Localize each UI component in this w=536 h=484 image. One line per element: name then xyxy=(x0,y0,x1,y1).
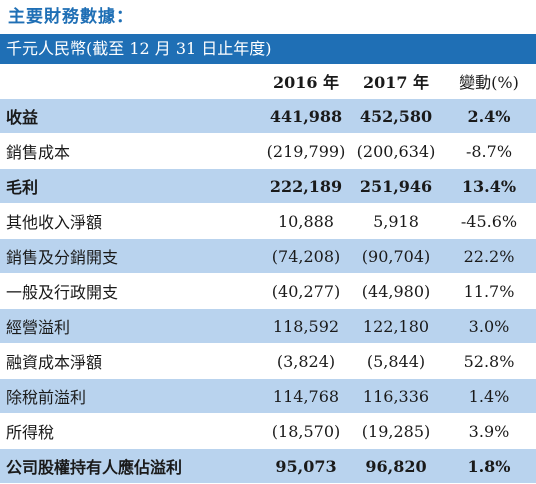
value-change: 1.8% xyxy=(442,449,536,484)
row-label: 經營溢利 xyxy=(0,309,262,344)
row-label: 銷售及分銷開支 xyxy=(0,239,262,274)
value-2016: 95,073 xyxy=(262,449,350,484)
header-2016: 2016 年 xyxy=(262,64,350,99)
value-2017: 452,580 xyxy=(350,99,442,134)
value-2017: (19,285) xyxy=(350,414,442,449)
table-row: 銷售成本 (219,799) (200,634) -8.7% xyxy=(0,134,536,169)
table-row: 經營溢利 118,592 122,180 3.0% xyxy=(0,309,536,344)
table-body: 收益 441,988 452,580 2.4% 銷售成本 (219,799) (200,63… xyxy=(0,99,536,484)
value-2017: (44,980) xyxy=(350,274,442,309)
table-row: 收益 441,988 452,580 2.4% xyxy=(0,99,536,134)
value-2016: 114,768 xyxy=(262,379,350,414)
value-2017: (90,704) xyxy=(350,239,442,274)
row-label: 融資成本淨額 xyxy=(0,344,262,379)
header-2017: 2017 年 xyxy=(350,64,442,99)
page-title: 主要財務數據： xyxy=(8,7,134,27)
table-row: 其他收入淨額 10,888 5,918 -45.6% xyxy=(0,204,536,239)
row-label: 所得稅 xyxy=(0,414,262,449)
value-2017: (5,844) xyxy=(350,344,442,379)
value-change: 3.9% xyxy=(442,414,536,449)
table-row: 毛利 222,189 251,946 13.4% xyxy=(0,169,536,204)
row-label: 銷售成本 xyxy=(0,134,262,169)
row-label: 一般及行政開支 xyxy=(0,274,262,309)
row-label: 其他收入淨額 xyxy=(0,204,262,239)
value-2016: (40,277) xyxy=(262,274,350,309)
financial-table: 2016 年 2017 年 變動(%) 收益 441,988 452,580 2.4%… xyxy=(0,64,536,484)
table-header-row: 2016 年 2017 年 變動(%) xyxy=(0,64,536,99)
value-change: 11.7% xyxy=(442,274,536,309)
value-2016: (74,208) xyxy=(262,239,350,274)
value-2017: 96,820 xyxy=(350,449,442,484)
unit-banner: 千元人民幣(截至 12 月 31 日止年度) xyxy=(0,34,536,64)
value-2016: 222,189 xyxy=(262,169,350,204)
value-change: -8.7% xyxy=(442,134,536,169)
table-row: 銷售及分銷開支 (74,208) (90,704) 22.2% xyxy=(0,239,536,274)
table-row: 一般及行政開支 (40,277) (44,980) 11.7% xyxy=(0,274,536,309)
value-2017: 5,918 xyxy=(350,204,442,239)
header-change: 變動(%) xyxy=(442,64,536,99)
value-change: 22.2% xyxy=(442,239,536,274)
value-2016: 441,988 xyxy=(262,99,350,134)
header-label-cell xyxy=(0,64,262,99)
value-2016: (219,799) xyxy=(262,134,350,169)
row-label: 除稅前溢利 xyxy=(0,379,262,414)
value-2016: (18,570) xyxy=(262,414,350,449)
table-row: 融資成本淨額 (3,824) (5,844) 52.8% xyxy=(0,344,536,379)
row-label: 公司股權持有人應佔溢利 xyxy=(0,449,262,484)
value-change: 2.4% xyxy=(442,99,536,134)
row-label: 毛利 xyxy=(0,169,262,204)
value-2017: (200,634) xyxy=(350,134,442,169)
value-2017: 251,946 xyxy=(350,169,442,204)
value-change: 52.8% xyxy=(442,344,536,379)
table-row: 除稅前溢利 114,768 116,336 1.4% xyxy=(0,379,536,414)
value-change: 3.0% xyxy=(442,309,536,344)
value-2017: 116,336 xyxy=(350,379,442,414)
value-change: -45.6% xyxy=(442,204,536,239)
table-row: 所得稅 (18,570) (19,285) 3.9% xyxy=(0,414,536,449)
value-2016: 118,592 xyxy=(262,309,350,344)
value-change: 1.4% xyxy=(442,379,536,414)
value-2016: 10,888 xyxy=(262,204,350,239)
value-change: 13.4% xyxy=(442,169,536,204)
value-2017: 122,180 xyxy=(350,309,442,344)
value-2016: (3,824) xyxy=(262,344,350,379)
table-row: 公司股權持有人應佔溢利 95,073 96,820 1.8% xyxy=(0,449,536,484)
row-label: 收益 xyxy=(0,99,262,134)
